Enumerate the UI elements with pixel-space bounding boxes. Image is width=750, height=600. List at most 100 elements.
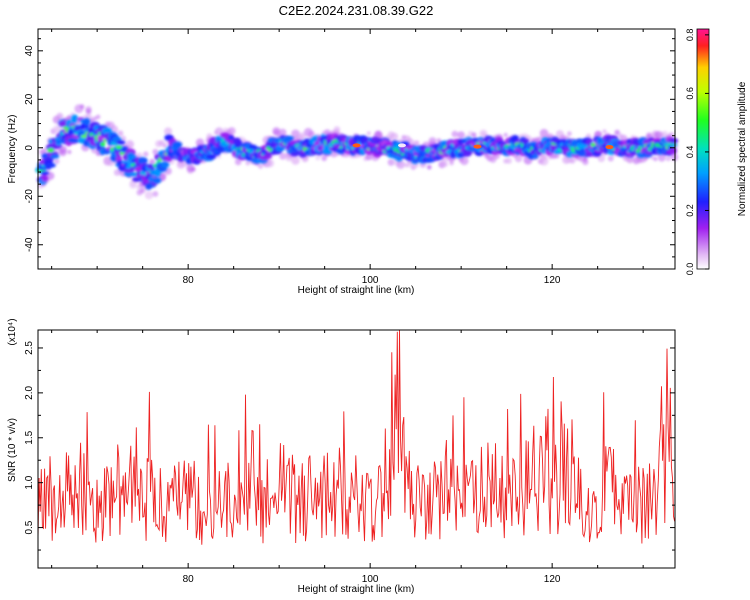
heatmap-cell	[668, 137, 679, 144]
heatmap-cell	[261, 154, 273, 159]
heatmap-hotspot	[605, 145, 614, 150]
heatmap-cell	[101, 127, 113, 135]
heatmap-cell	[451, 130, 459, 138]
snr-scale-note: (x10⁴)	[7, 318, 18, 345]
heatmap-cell	[668, 132, 675, 138]
heatmap-core	[35, 114, 679, 190]
heatmap-cell	[171, 141, 183, 149]
heatmap-cell	[471, 132, 477, 138]
heatmap-cell	[137, 157, 148, 165]
snr-x-tick-label: 100	[362, 574, 379, 585]
heatmap-y-tick-label: 0	[24, 145, 35, 151]
heatmap-cell	[152, 148, 159, 155]
heatmap-cell	[115, 156, 122, 161]
heatmap-cell	[115, 149, 122, 158]
heatmap-cell	[53, 158, 60, 165]
heatmap-cell	[602, 129, 607, 134]
snr-y-tick-label: 2.0	[24, 385, 35, 399]
heatmap-cell	[40, 171, 50, 176]
heatmap-cell	[532, 154, 539, 159]
heatmap-cell	[162, 143, 168, 148]
colorbar-gradient	[696, 28, 710, 270]
heatmap-cell	[47, 148, 54, 153]
heatmap-cell	[396, 160, 405, 169]
heatmap-cell	[567, 131, 572, 137]
heatmap-cell	[164, 127, 173, 136]
heatmap-cell	[308, 130, 315, 138]
heatmap-cell	[521, 138, 530, 143]
heatmap-x-tick-label: 120	[544, 275, 561, 286]
snr-y-tick-label: 1.5	[24, 430, 35, 444]
snr-series-line	[37, 329, 676, 545]
heatmap-cell	[387, 158, 395, 166]
heatmap-cell	[149, 158, 156, 165]
snr-x-tick-label: 120	[544, 574, 561, 585]
heatmap-y-tick-label: 20	[24, 93, 35, 105]
heatmap-cell	[195, 138, 205, 147]
heatmap-cell	[143, 151, 149, 157]
heatmap-cell	[117, 130, 123, 136]
heatmap-frame	[37, 28, 676, 270]
snr-y-axis-label: SNR (10 * v/v)	[7, 418, 18, 482]
heatmap-cell	[152, 191, 159, 197]
snr-x-tick-label: 80	[183, 574, 195, 585]
heatmap-y-axis-label: Frequency (Hz)	[7, 115, 18, 184]
heatmap-cell	[503, 132, 508, 138]
snr-x-ticks: 80 100 120	[51, 330, 644, 585]
heatmap-cell	[590, 143, 597, 147]
heatmap-cell	[279, 128, 287, 137]
heatmap-y-ticks: 40 20 0 -20 -40	[24, 38, 675, 258]
heatmap-cell	[217, 154, 222, 159]
heatmap-cell	[100, 142, 106, 147]
heatmap-hotspot	[398, 143, 406, 148]
heatmap-cell	[321, 155, 328, 162]
snr-panel: 80 100 120 0.5 1.0 1.5 2.0 2.5 Height of strai…	[7, 318, 676, 595]
heatmap-cell	[514, 154, 523, 163]
heatmap-cell	[385, 141, 393, 147]
heatmap-cell	[95, 114, 101, 120]
heatmap-cell	[585, 152, 594, 157]
heatmap-cell	[404, 162, 410, 168]
colorbar-tick-label: 0.8	[685, 29, 695, 42]
heatmap-cell	[505, 157, 512, 164]
heatmap-cell	[115, 145, 123, 150]
heatmap-cell	[59, 149, 67, 157]
heatmap-cell	[414, 141, 419, 145]
heatmap-cell	[205, 154, 217, 160]
heatmap-cell	[227, 135, 234, 141]
heatmap-x-ticks: 80 100 120	[51, 29, 644, 286]
heatmap-cell	[284, 135, 294, 142]
figure-title: C2E2.2024.231.08.39.G22	[279, 3, 434, 18]
heatmap-cell	[71, 114, 79, 123]
heatmap-cell	[297, 132, 306, 141]
heatmap-cell	[85, 108, 92, 115]
heatmap-cell	[83, 118, 91, 126]
snr-frame	[37, 329, 676, 569]
colorbar-tick-label: 0.0	[685, 263, 695, 276]
heatmap-cell	[56, 112, 64, 120]
colorbar-ticks: 0.0 0.2 0.4 0.6 0.8	[685, 29, 709, 276]
heatmap-cell	[234, 158, 242, 166]
heatmap-cell	[539, 156, 549, 166]
heatmap-cell	[315, 155, 321, 161]
colorbar-tick-label: 0.6	[685, 87, 695, 100]
heatmap-cell	[123, 168, 135, 173]
heatmap-cell	[582, 159, 589, 166]
heatmap-cell	[136, 152, 143, 159]
heatmap-hotspot	[352, 143, 361, 148]
snr-y-tick-label: 2.5	[24, 341, 35, 355]
heatmap-cell	[273, 129, 280, 136]
heatmap-x-tick-label: 80	[183, 275, 195, 286]
colorbar: 0.0 0.2 0.4 0.6 0.8 Normalized spectral ampl…	[685, 29, 748, 276]
heatmap-cell	[669, 143, 678, 147]
heatmap-cell	[428, 137, 437, 146]
heatmap-cell	[426, 164, 432, 170]
heatmap-cell	[45, 163, 56, 168]
heatmap-cell	[291, 156, 300, 166]
snr-marks	[37, 329, 676, 545]
heatmap-cell	[120, 135, 127, 142]
snr-y-ticks: 0.5 1.0 1.5 2.0 2.5	[24, 341, 675, 551]
heatmap-cell	[265, 159, 275, 168]
heatmap-marks	[35, 104, 679, 200]
